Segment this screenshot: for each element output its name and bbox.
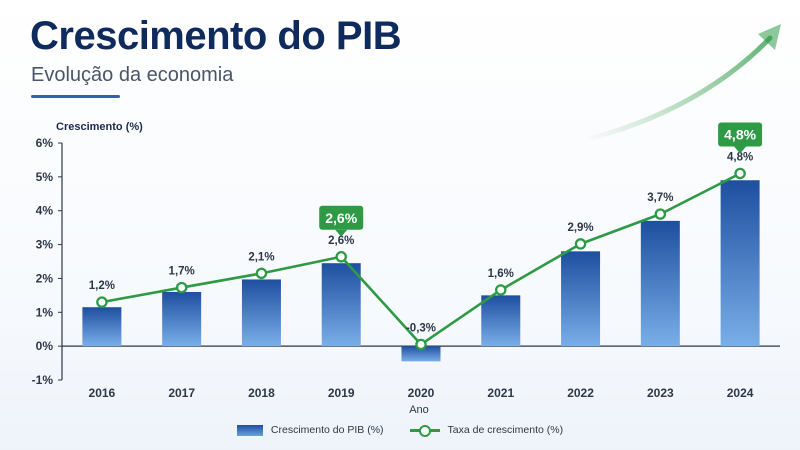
arrow-stroke [582,35,773,143]
y-tick-label: 4% [36,204,54,218]
line-series [96,167,746,351]
data-label-2024: 4,8% [727,151,753,163]
bar-2018[interactable] [241,279,281,347]
bar-2024[interactable] [720,180,760,347]
x-tick-label: 2024 [727,386,754,400]
arrow-head-icon [758,24,781,50]
callout-2019: 2,6% [319,205,364,237]
line-point-2017[interactable] [175,281,188,294]
data-labels: 1,2% 1,7% 2,1% 2,6% -0,3% 1,6% 2,9% 3,7% 4,8% [89,151,753,334]
line-point-2016[interactable] [96,296,108,308]
legend: Crescimento do PIB (%) Taxa de crescimen… [0,424,800,437]
line-point-2022[interactable] [574,238,587,250]
legend-item-line[interactable]: Taxa de crescimento (%) [409,424,564,437]
data-label-2021: 1,6% [488,268,514,280]
callout-pointer [335,229,348,237]
line-point-2018[interactable] [255,267,268,280]
bar-2017[interactable] [162,291,202,347]
x-tick-label: 2021 [487,386,514,400]
x-axis-label: Ano [409,404,429,416]
data-label-2016: 1,2% [89,280,115,292]
x-tick-label: 2022 [567,386,594,400]
gdp-growth-chart: -1% 0% 1% 2% 3% 4% 5% 6% 2016 2017 2018 2019 2020 202… [32,24,781,416]
data-label-2023: 3,7% [647,192,673,204]
callout-pointer [734,146,747,154]
legend-line-label: Taxa de crescimento (%) [447,424,564,436]
line-point-2021[interactable] [495,284,507,296]
x-tick-label: 2019 [328,386,355,400]
bar-2023[interactable] [640,220,680,347]
bar-2019[interactable] [321,263,361,347]
legend-bar-swatch [236,424,263,436]
bar-2016[interactable] [82,307,122,347]
bar-2022[interactable] [561,251,601,347]
legend-item-bars[interactable]: Crescimento do PIB (%) [236,424,384,436]
line-point-2024[interactable] [734,167,746,180]
y-tick-label: -1% [32,373,54,387]
callout-label: 4,8% [724,126,756,142]
callout-2024: 4,8% [718,122,763,154]
y-axis-label: Crescimento (%) [56,121,143,133]
y-tick-label: 0% [36,339,54,353]
x-tick-label: 2017 [168,386,195,400]
callouts: 2,6% 4,8% [319,122,763,237]
data-label-2017: 1,7% [169,266,195,278]
y-tick-label: 3% [36,238,54,252]
line-point-2020[interactable] [415,338,427,351]
y-tick-label: 6% [36,136,54,150]
y-tick-label: 5% [36,170,54,184]
x-tick-label: 2016 [89,386,116,400]
y-tick-label: 2% [36,271,54,285]
legend-bars-label: Crescimento do PIB (%) [270,424,384,436]
page-subtitle: Evolução da economia [31,64,234,86]
callout-label: 2,6% [325,210,357,226]
bars-series [82,180,760,362]
bar-2020[interactable] [401,346,441,362]
page-title: Crescimento do PIB [30,14,402,58]
x-tick-label: 2023 [647,386,674,400]
trend-arrow-decoration [582,24,781,143]
data-label-2020: -0,3% [406,322,436,334]
y-tick-label: 1% [36,305,54,319]
line-point-2019[interactable] [335,251,347,263]
x-tick-label: 2018 [248,386,275,400]
x-tick-label: 2020 [408,386,435,400]
data-label-2018: 2,1% [248,251,274,263]
title-underline [31,95,120,98]
line-point-2023[interactable] [654,208,667,220]
legend-line-swatch [409,424,440,437]
callout-box [718,122,763,147]
callout-box [319,205,364,230]
bar-2021[interactable] [481,295,521,347]
data-label-2019: 2,6% [328,235,354,247]
data-label-2022: 2,9% [567,222,593,234]
